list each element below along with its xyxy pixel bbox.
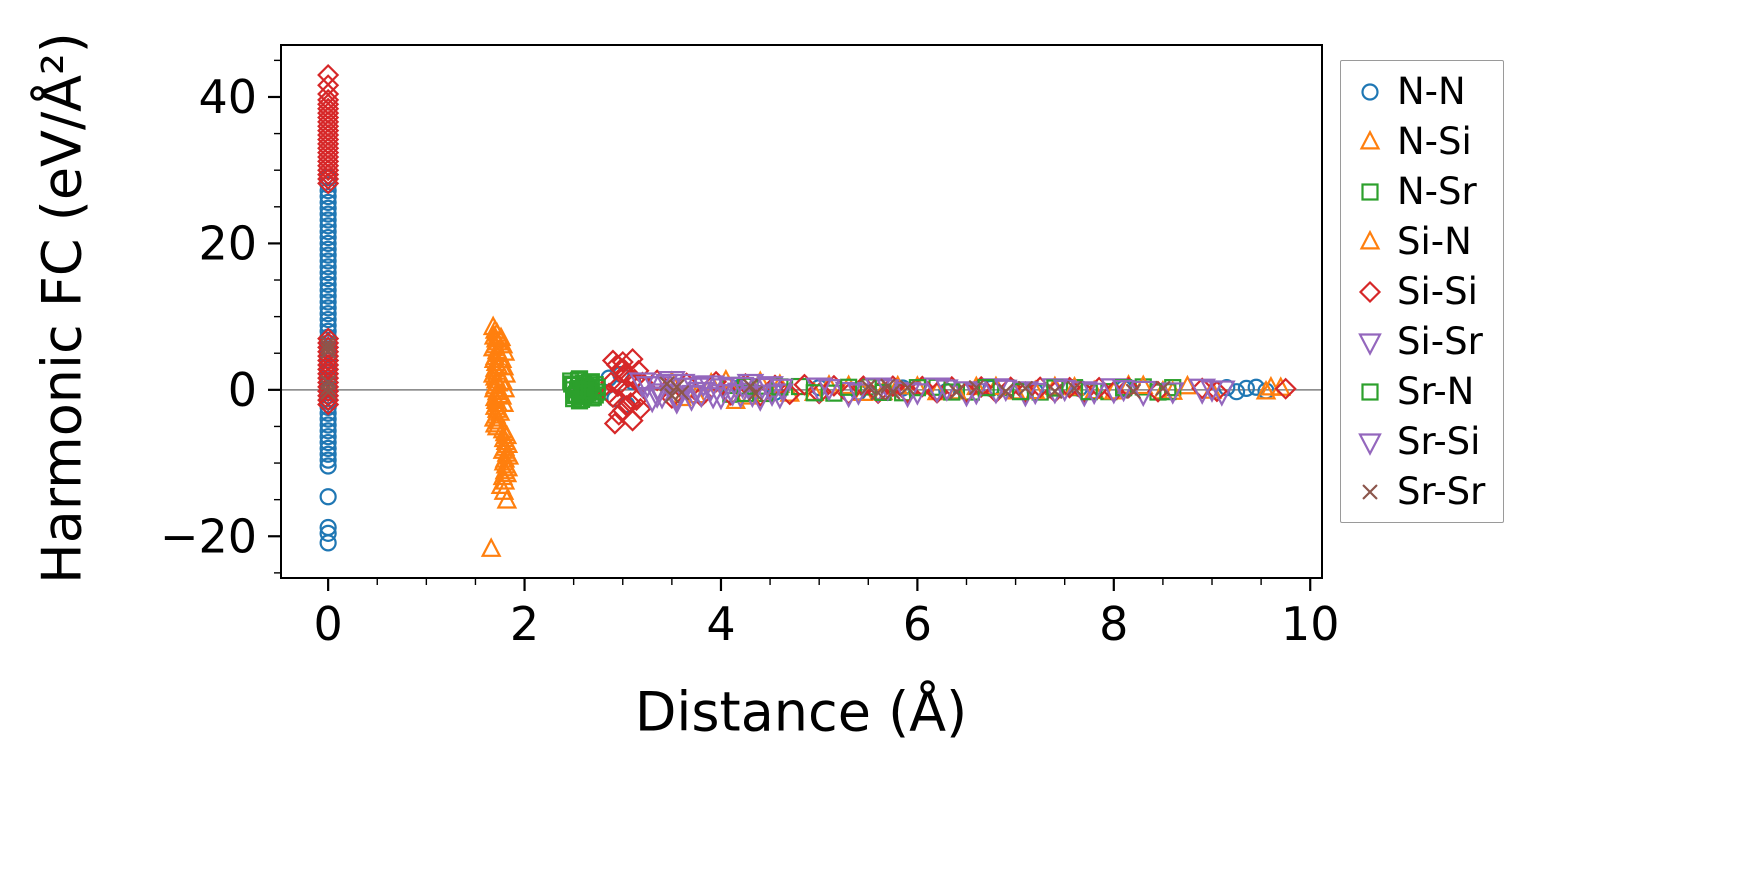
x-axis-label: Distance (Å) — [634, 680, 968, 744]
series-Sr-Sr — [320, 336, 1171, 404]
x-tick-label: 8 — [1099, 597, 1128, 651]
x-tick-label: 0 — [313, 597, 342, 651]
x-tick-label: 4 — [706, 597, 735, 651]
legend-label: Sr-Sr — [1397, 470, 1486, 513]
legend-label: Sr-Si — [1397, 420, 1481, 463]
x-marker-icon — [1362, 484, 1378, 499]
legend: N-N N-Si N-Sr Si-N Si-Si Si-Sr Sr-N Sr- — [1340, 60, 1505, 523]
square-marker-icon — [1361, 182, 1379, 201]
square-marker-icon — [1361, 382, 1379, 401]
y-tick-label: 0 — [228, 363, 257, 417]
ticks: 0 2 4 6 8 10 −20 0 20 40 — [160, 59, 1340, 651]
y-axis-label: Harmonic FC (eV/Å²) — [30, 32, 94, 584]
x-tick-label: 10 — [1281, 597, 1340, 651]
diamond-marker-icon — [1358, 280, 1382, 303]
legend-item-sr-si: Sr-Si — [1353, 423, 1485, 460]
axes-box — [280, 44, 1323, 579]
legend-item-n-si: N-Si — [1353, 123, 1485, 160]
legend-label: Si-N — [1397, 220, 1472, 263]
legend-label: Sr-N — [1397, 370, 1475, 413]
y-tick-label: 20 — [198, 216, 257, 270]
legend-item-si-sr: Si-Sr — [1353, 323, 1485, 360]
x-tick-label: 2 — [510, 597, 539, 651]
series-N-N — [319, 168, 1275, 552]
series-N-Si — [482, 315, 1292, 436]
legend-item-sr-sr: Sr-Sr — [1353, 473, 1485, 510]
triangle-up-marker-icon — [1359, 229, 1381, 249]
legend-label: N-Si — [1397, 120, 1472, 163]
y-tick-label: −20 — [160, 509, 257, 563]
triangle-down-marker-icon — [1358, 332, 1382, 356]
triangle-up-marker-icon — [1359, 129, 1381, 149]
legend-item-sr-n: Sr-N — [1353, 373, 1485, 410]
legend-item-si-si: Si-Si — [1353, 273, 1485, 310]
legend-item-n-n: N-N — [1353, 73, 1485, 110]
legend-label: N-N — [1397, 70, 1466, 113]
x-tick-label: 6 — [903, 597, 932, 651]
legend-label: N-Sr — [1397, 170, 1477, 213]
triangle-down-marker-icon — [1358, 432, 1382, 456]
y-tick-label: 40 — [198, 70, 257, 124]
legend-label: Si-Sr — [1397, 320, 1483, 363]
legend-item-n-sr: N-Sr — [1353, 173, 1485, 210]
legend-label: Si-Si — [1397, 270, 1478, 313]
legend-item-si-n: Si-N — [1353, 223, 1485, 260]
series-Si-N — [480, 326, 1282, 557]
circle-marker-icon — [1361, 82, 1379, 101]
